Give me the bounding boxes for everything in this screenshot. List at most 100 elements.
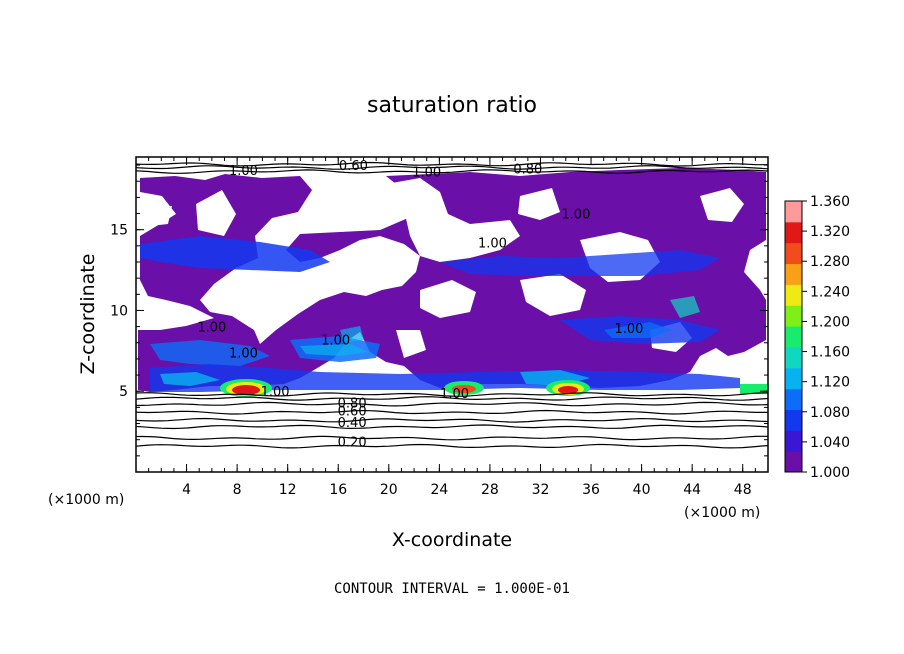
colorbar-swatch: [785, 388, 802, 410]
colorbar-swatch: [785, 326, 802, 348]
colorbar-swatch: [785, 284, 802, 306]
band-blue-7: [604, 322, 672, 338]
hotspot-3-inner: [558, 386, 578, 394]
colorbar-tick-label: 1.160: [810, 345, 850, 361]
colorbar-swatch: [785, 305, 802, 327]
contour-line: [136, 443, 768, 449]
x-tick-label: 24: [430, 482, 448, 498]
colorbar-swatch: [785, 263, 802, 285]
contour-line: [136, 424, 768, 430]
contour-label: 1.00: [229, 346, 258, 361]
contour-label: 1.00: [440, 387, 469, 402]
contour-label: 0.20: [338, 435, 367, 450]
colorbar-swatch: [785, 451, 802, 473]
contour-line: [136, 409, 768, 415]
colorbar-tick-label: 1.360: [810, 194, 850, 210]
contour-label: 1.00: [197, 321, 226, 336]
unsaturated-hole-2: [518, 188, 560, 220]
colorbar-tick-label: 1.040: [810, 435, 850, 451]
x-axis-label: X-coordinate: [392, 529, 512, 551]
contour-line: [136, 169, 768, 174]
x-tick-label: 48: [734, 482, 752, 498]
colorbar-tick-label: 1.240: [810, 284, 850, 300]
x-tick-label: 16: [329, 482, 347, 498]
hotspot-4: [740, 384, 768, 394]
contour-line: [136, 417, 768, 423]
unsaturated-hole-5: [196, 190, 236, 236]
unsaturated-hole-6: [150, 206, 172, 226]
band-blue-8: [150, 364, 740, 392]
contour-label: 0.60: [339, 159, 368, 174]
plot-area: 1.00 0.60 1.00 0.801.001.001.001.001.001.00…: [110, 156, 769, 498]
x-tick-label: 44: [683, 482, 701, 498]
colorbar: 1.360 1.320 1.280 1.240 1.200 1.160 1.120 1.080…: [784, 194, 850, 481]
x-tick-label: 32: [532, 482, 550, 498]
band-blue-2: [440, 250, 720, 276]
contour-line: [136, 161, 768, 167]
contour-line: [136, 435, 768, 441]
contour-label: 0.40: [338, 416, 367, 431]
hotspot-1-inner: [232, 385, 260, 395]
x-tick-label: 40: [633, 482, 651, 498]
y-axis-label: Z-coordinate: [77, 254, 99, 375]
colorbar-swatch: [785, 221, 802, 244]
colorbar-swatch: [785, 409, 802, 431]
contour-label: 1.00: [229, 164, 258, 179]
contour-line: [136, 401, 768, 407]
unsaturated-hole-9: [396, 330, 426, 358]
x-unit-left: (×1000 m): [48, 492, 124, 508]
contour-label: 0.80: [338, 397, 367, 412]
contour-line: [136, 396, 768, 401]
band-cyan-4: [340, 326, 364, 342]
contour-interval-note: CONTOUR INTERVAL = 1.000E-01: [334, 581, 570, 597]
unsaturated-hole-1: [386, 178, 520, 262]
x-tick-label: 20: [380, 482, 398, 498]
contour-labels: 1.00 0.60 1.00 0.801.001.001.001.001.001.00…: [197, 159, 643, 450]
band-cyan-1: [160, 372, 220, 386]
y-tick-label: 5: [119, 384, 128, 400]
contour-label: 1.00: [561, 208, 590, 223]
x-tick-label: 8: [233, 482, 242, 498]
contour-label: 1.00: [614, 322, 643, 337]
colorbar-swatch: [785, 201, 802, 223]
colorbar-tick-label: 1.200: [810, 314, 850, 330]
contour-label: 1.00: [321, 334, 350, 349]
colorbar-swatch: [785, 430, 802, 452]
band-cyan-3: [670, 296, 700, 318]
contour-label: 0.60: [338, 405, 367, 420]
y-tick-label: 15: [110, 223, 128, 239]
x-tick-label: 28: [481, 482, 499, 498]
band-blue-5: [300, 344, 368, 356]
x-unit-right: (×1000 m): [684, 505, 760, 521]
contour-label: 1.00: [478, 237, 507, 252]
contour-line: [136, 392, 768, 397]
colorbar-tick-label: 1.080: [810, 405, 850, 421]
colorbar-tick-label: 1.280: [810, 254, 850, 270]
colorbar-tick-label: 1.120: [810, 375, 850, 391]
unsaturated-hole-4: [700, 188, 744, 222]
x-tick-label: 12: [279, 482, 297, 498]
colorbar-swatch: [785, 367, 802, 390]
unsaturated-hole-7: [420, 280, 476, 318]
contour-label: 1.00: [412, 166, 441, 181]
contour-line: [136, 165, 768, 170]
x-tick-label: 36: [582, 482, 600, 498]
colorbar-swatch: [785, 242, 802, 265]
colorbar-tick-label: 1.320: [810, 224, 850, 240]
hotspot-2-inner: [452, 385, 476, 393]
band-blue-3: [150, 340, 270, 366]
colorbar-swatch: [785, 346, 802, 369]
unsaturated-hole-8: [520, 274, 586, 316]
contour-label: 0.80: [513, 162, 542, 177]
colorbar-tick-label: 1.000: [810, 465, 850, 481]
y-tick-label: 10: [110, 303, 128, 319]
band-blue-1: [140, 236, 330, 272]
contour-label: 1.00: [261, 385, 290, 400]
x-tick-label: 4: [182, 482, 191, 498]
field-layer: 1.00 0.60 1.00 0.801.001.001.001.001.001.00…: [136, 159, 768, 450]
chart-title: saturation ratio: [367, 93, 537, 118]
contour-lines: [136, 161, 768, 449]
colorbar-frame: [784, 200, 803, 473]
